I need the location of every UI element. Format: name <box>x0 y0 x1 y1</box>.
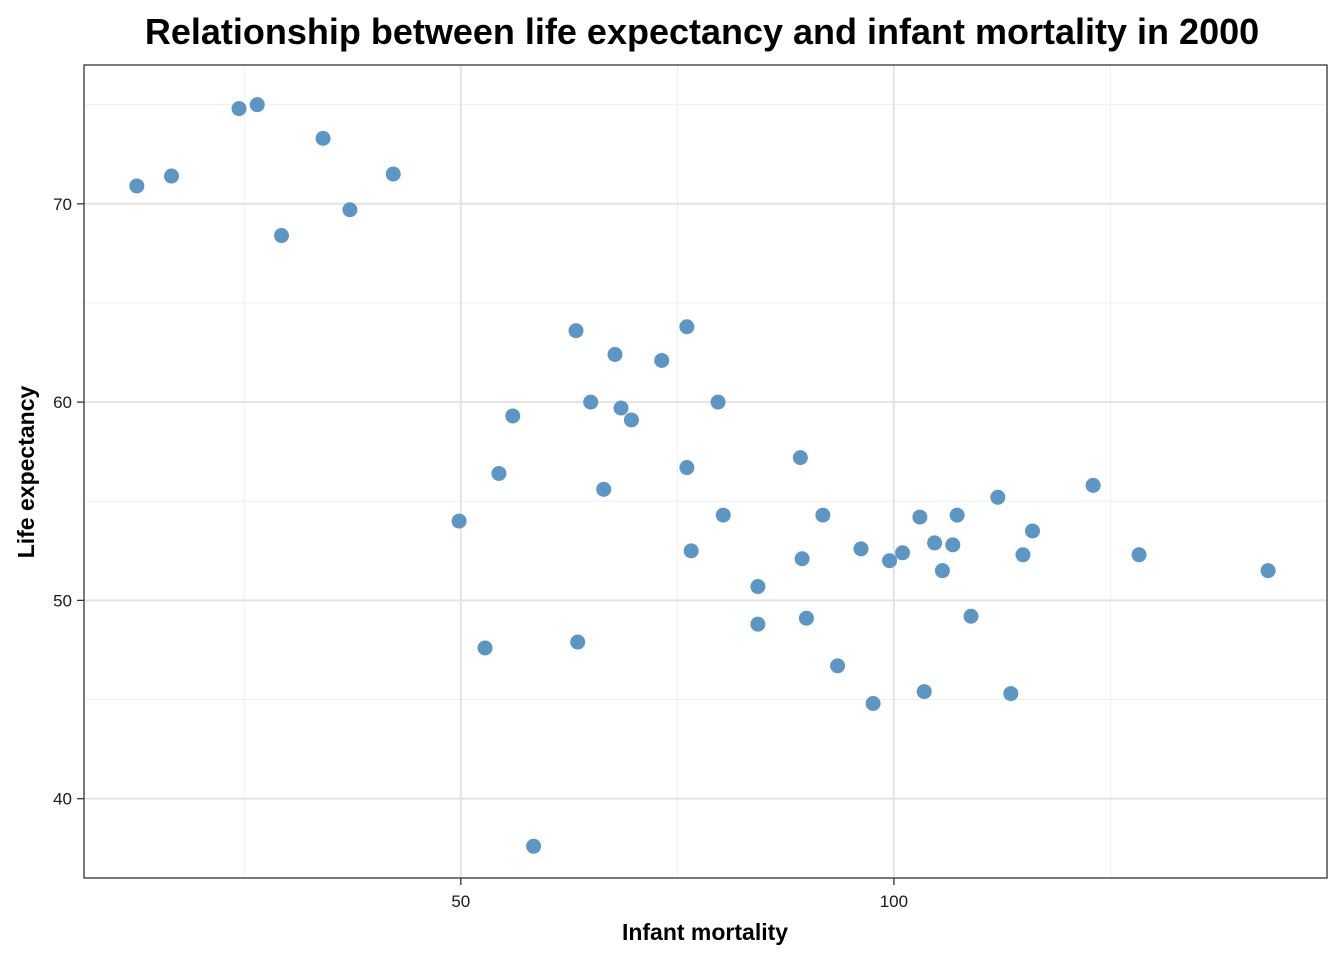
data-point <box>596 481 612 497</box>
data-point <box>895 545 911 561</box>
data-point <box>815 507 831 523</box>
data-point <box>715 507 731 523</box>
data-point <box>710 394 726 410</box>
data-point <box>163 168 179 184</box>
data-point <box>1260 563 1276 579</box>
data-point <box>882 553 898 569</box>
y-tick-label: 60 <box>53 393 72 412</box>
data-point <box>1131 547 1147 563</box>
data-point <box>451 513 467 529</box>
data-point <box>568 323 584 339</box>
data-point <box>526 838 542 854</box>
data-point <box>990 489 1006 505</box>
data-point <box>750 579 766 595</box>
data-point <box>865 696 881 712</box>
y-tick-label: 40 <box>53 790 72 809</box>
data-point <box>654 352 670 368</box>
data-point <box>1024 523 1040 539</box>
data-point <box>570 634 586 650</box>
data-point <box>679 460 695 476</box>
plot-panel-border <box>83 64 1328 879</box>
data-points <box>129 97 1276 854</box>
data-point <box>623 412 639 428</box>
data-point <box>794 551 810 567</box>
data-point <box>231 101 247 117</box>
data-point <box>613 400 629 416</box>
data-point <box>934 563 950 579</box>
data-point <box>607 347 623 363</box>
data-point <box>912 509 928 525</box>
data-point <box>315 130 331 146</box>
data-point <box>750 616 766 632</box>
data-point <box>927 535 943 551</box>
data-point <box>385 166 401 182</box>
data-point <box>129 178 145 194</box>
x-axis-label: Infant mortality <box>622 919 788 945</box>
data-point <box>1015 547 1031 563</box>
data-point <box>1085 477 1101 493</box>
grid <box>84 65 1327 878</box>
data-point <box>1003 686 1019 702</box>
data-point <box>830 658 846 674</box>
chart-title: Relationship between life expectancy and… <box>145 11 1259 52</box>
data-point <box>679 319 695 335</box>
data-point <box>491 465 507 481</box>
data-point <box>798 610 814 626</box>
data-point <box>683 543 699 559</box>
data-point <box>273 228 289 244</box>
data-point <box>945 537 961 553</box>
x-tick-label: 50 <box>451 892 470 911</box>
data-point <box>963 608 979 624</box>
x-tick-label: 100 <box>880 892 908 911</box>
data-point <box>792 450 808 466</box>
y-tick-label: 50 <box>53 591 72 610</box>
data-point <box>853 541 869 557</box>
data-point <box>342 202 358 218</box>
y-axis-label: Life expectancy <box>13 386 39 559</box>
data-point <box>249 97 265 113</box>
data-point <box>477 640 493 656</box>
data-point <box>583 394 599 410</box>
data-point <box>916 684 932 700</box>
axis-ticks: 50 100 40 50 60 70 <box>53 195 908 911</box>
y-tick-label: 70 <box>53 195 72 214</box>
data-point <box>505 408 521 424</box>
data-point <box>949 507 965 523</box>
